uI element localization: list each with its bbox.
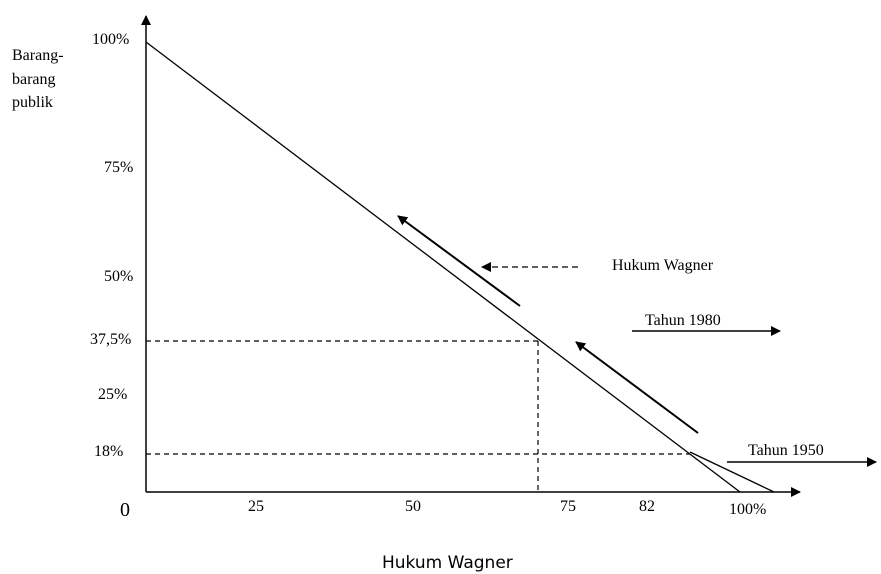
- y-tick-100: 100%: [92, 31, 129, 48]
- upper-trend-arrow: [397, 215, 521, 307]
- main-diagonal-line: [145, 41, 741, 493]
- annotation-1950: Tahun 1950: [748, 442, 824, 459]
- y-tick-25: 25%: [98, 386, 127, 403]
- y-axis-label-line-1: Barang-: [12, 47, 64, 64]
- x-tick-50: 50: [405, 498, 421, 515]
- y-tick-18: 18%: [94, 443, 123, 460]
- lower-diagonal-line: [689, 451, 775, 493]
- y-axis-label-line-3: publik: [12, 94, 53, 111]
- y-axis-label-line-2: barang: [12, 71, 56, 88]
- x-tick-25: 25: [248, 498, 264, 515]
- origin-label: 0: [120, 499, 130, 521]
- y-tick-50: 50%: [104, 268, 133, 285]
- x-tick-75: 75: [560, 498, 576, 515]
- y-tick-37-5: 37,5%: [90, 331, 131, 348]
- x-tick-100: 100%: [729, 501, 766, 518]
- y-tick-75: 75%: [104, 159, 133, 176]
- x-tick-82: 82: [639, 498, 655, 515]
- annotation-1980: Tahun 1980: [645, 312, 721, 329]
- diagram-caption: Hukum Wagner: [382, 553, 513, 573]
- annotation-wagner: Hukum Wagner: [612, 257, 714, 274]
- lower-trend-arrow: [575, 341, 699, 434]
